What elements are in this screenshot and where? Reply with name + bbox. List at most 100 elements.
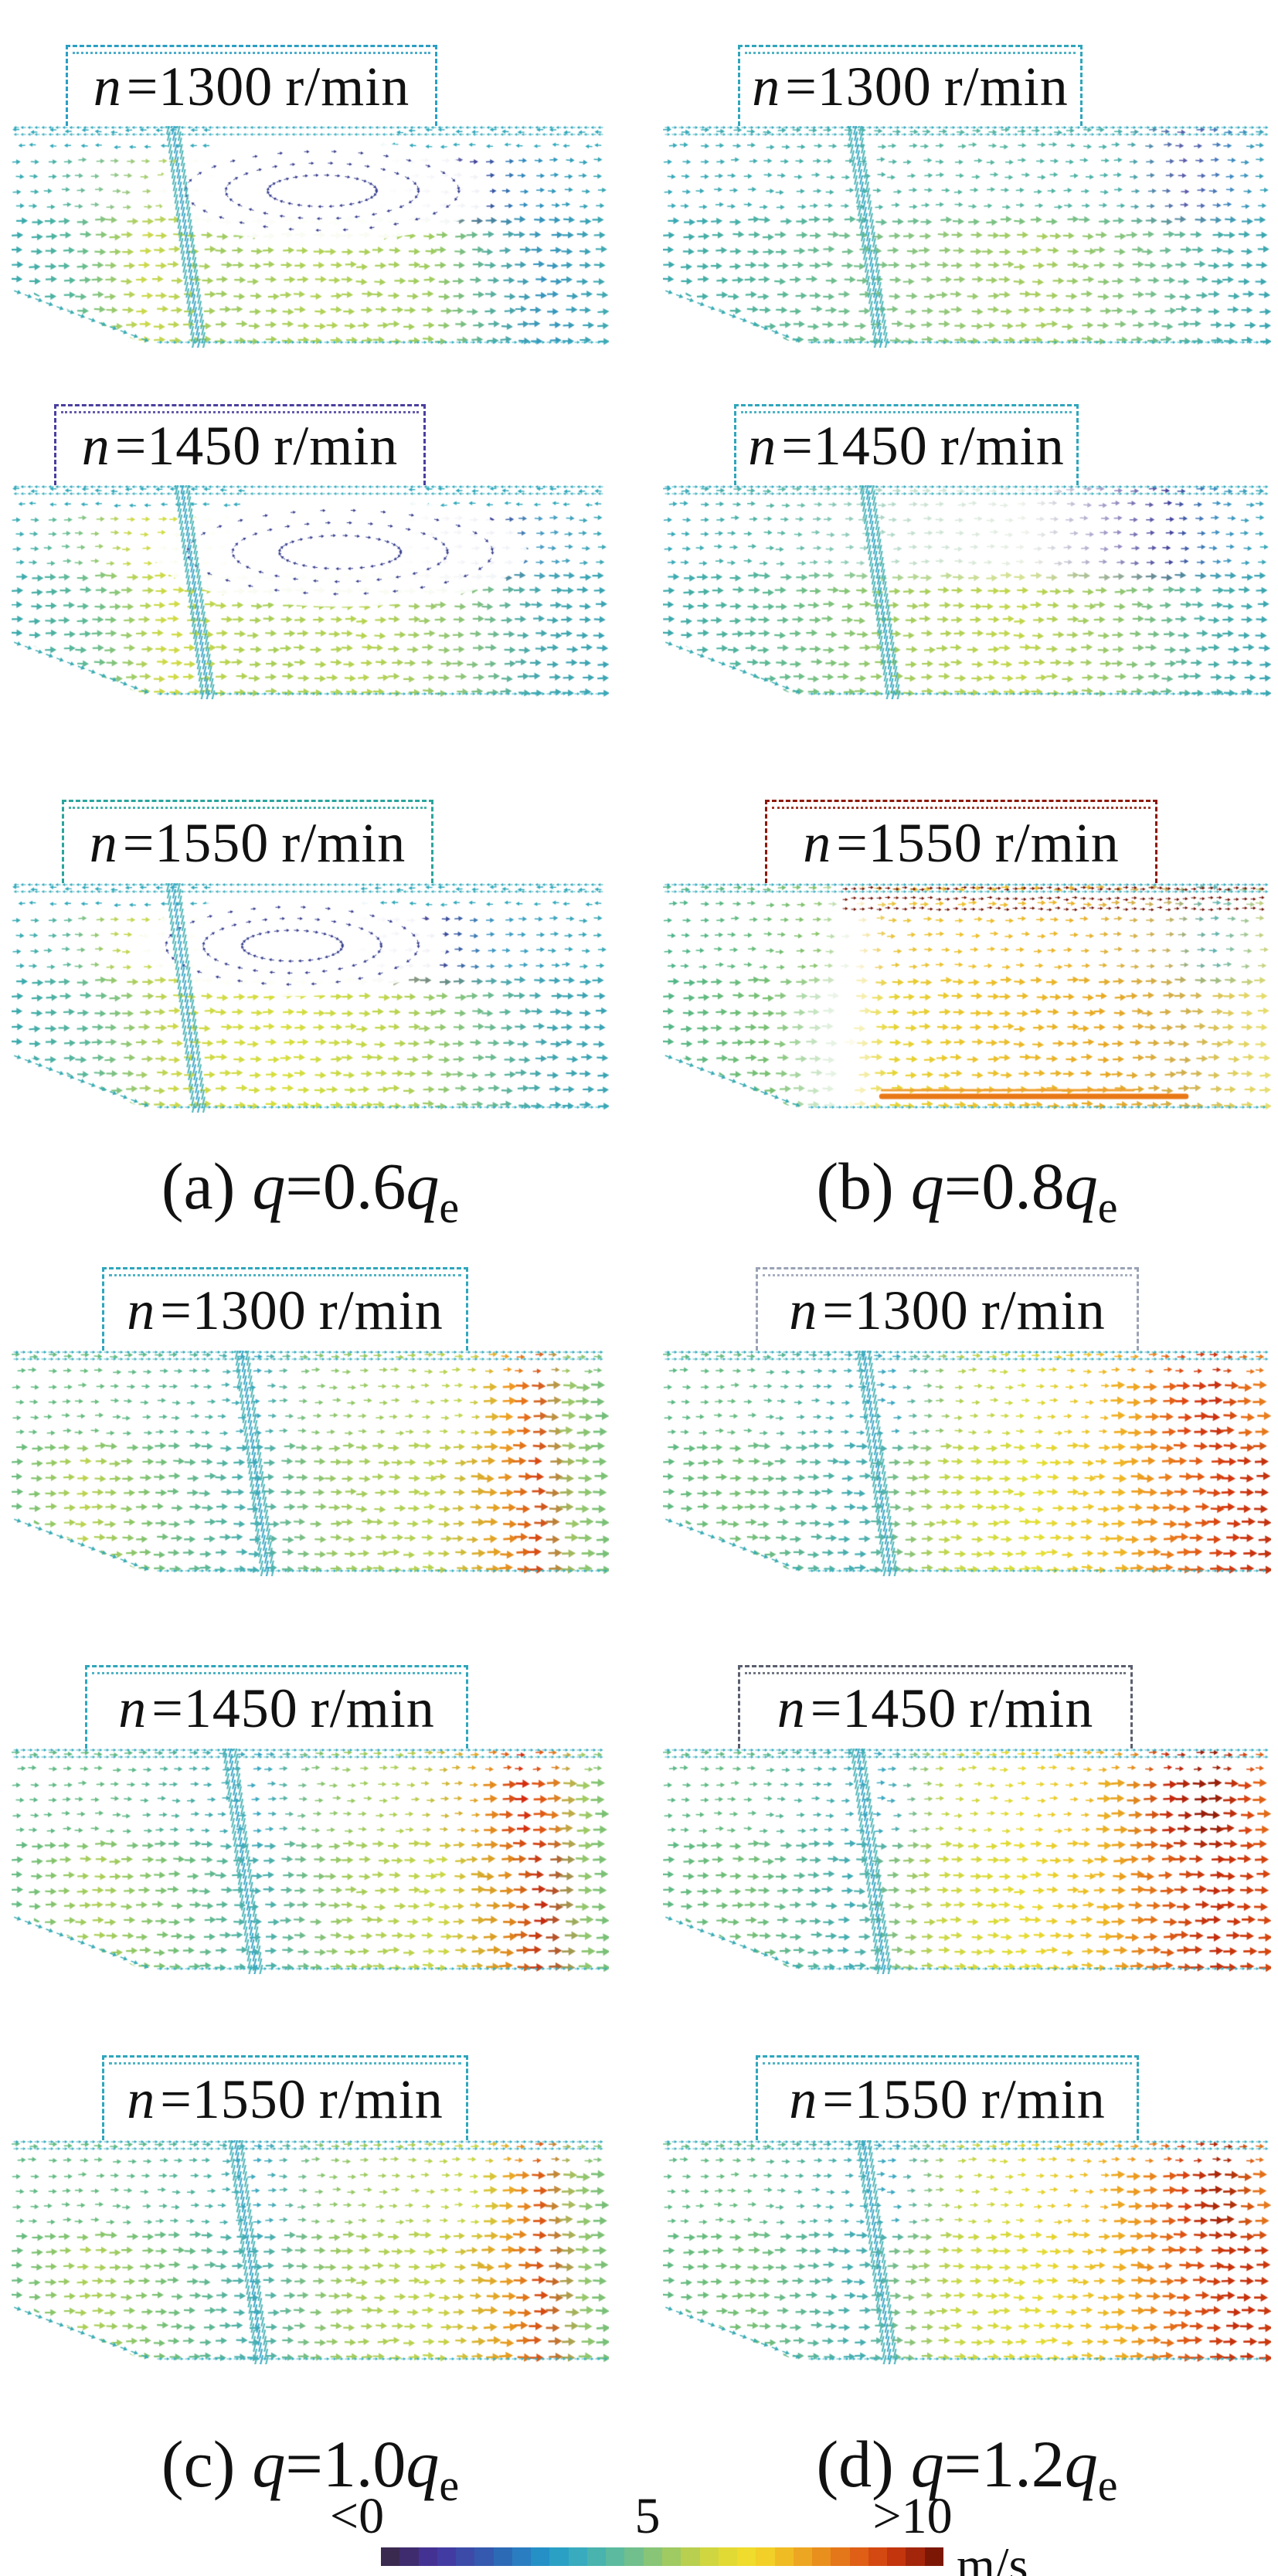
flow-variable: q: [910, 2427, 944, 2501]
colorbar-tick-0: <0: [329, 2488, 385, 2544]
vector-field-canvas: [663, 124, 1271, 348]
speed-unit: r/min: [981, 1279, 1106, 1341]
colorbar-segment: [849, 2547, 868, 2566]
speed-variable: n: [752, 56, 781, 117]
flow-reference-variable: q: [406, 2427, 440, 2501]
equals-sign: =: [943, 1149, 982, 1223]
colorbar-segment: [831, 2547, 850, 2566]
colorbar-segment: [493, 2547, 512, 2566]
colorbar-tick-2: >10: [872, 2488, 953, 2544]
equals-sign: =: [822, 1279, 855, 1341]
speed-label: n=1300 r/min: [93, 59, 410, 114]
equals-sign: =: [822, 2068, 855, 2130]
vector-field-canvas: [12, 1746, 609, 1974]
equals-sign: =: [943, 2427, 982, 2501]
colorbar-segment: [661, 2547, 681, 2566]
equals-sign: =: [810, 1677, 843, 1739]
vector-field-canvas: [12, 1348, 609, 1576]
speed-label-box: n=1450 r/min: [734, 404, 1079, 485]
colorbar-segment: [437, 2547, 457, 2566]
flow-duct-panel: [12, 881, 609, 1113]
flow-value: 0.8: [981, 1149, 1065, 1223]
colorbar-segment: [793, 2547, 813, 2566]
equals-sign: =: [160, 1279, 192, 1341]
speed-label-box: n=1300 r/min: [102, 1267, 468, 1351]
colorbar-segment: [531, 2547, 550, 2566]
colorbar-segment: [681, 2547, 700, 2566]
speed-value: 1450: [842, 1677, 957, 1739]
caption-a: (a) q=0.6qe: [12, 1153, 609, 1230]
flow-variable: q: [252, 2427, 286, 2501]
colorbar-segment: [624, 2547, 644, 2566]
equals-sign: =: [836, 811, 868, 874]
flow-reference-variable: q: [1064, 2427, 1098, 2501]
speed-label-box: n=1300 r/min: [756, 1267, 1139, 1351]
speed-unit: r/min: [274, 415, 399, 477]
colorbar-segment: [756, 2547, 775, 2566]
speed-label-box: n=1450 r/min: [85, 1665, 468, 1748]
vector-field-canvas: [663, 1746, 1271, 1974]
speed-variable: n: [789, 2068, 818, 2130]
speed-variable: n: [789, 1279, 818, 1341]
speed-unit: r/min: [969, 1677, 1094, 1739]
speed-variable: n: [777, 1677, 806, 1739]
caption-c: (c) q=1.0qe: [12, 2431, 609, 2508]
speed-unit: r/min: [318, 2068, 444, 2130]
speed-variable: n: [803, 811, 832, 874]
vector-field-canvas: [12, 881, 609, 1113]
speed-value: 1550: [868, 811, 983, 874]
speed-value: 1300: [817, 56, 932, 117]
colorbar-segment: [643, 2547, 662, 2566]
speed-label: n=1300 r/min: [127, 1283, 444, 1338]
vector-field-canvas: [663, 1348, 1271, 1576]
equals-sign: =: [785, 56, 817, 117]
colorbar-segment: [699, 2547, 719, 2566]
flow-duct-panel: [12, 1348, 609, 1576]
vector-field-canvas: [663, 881, 1271, 1113]
velocity-colorbar: [381, 2547, 943, 2566]
flow-duct-panel: [663, 124, 1271, 348]
caption-b: (b) q=0.8qe: [663, 1153, 1271, 1230]
speed-value: 1550: [155, 811, 270, 874]
colorbar-unit: m/s: [957, 2537, 1028, 2576]
speed-variable: n: [81, 415, 110, 477]
caption-index: (b): [816, 1149, 894, 1223]
flow-duct-panel: [12, 1746, 609, 1974]
speed-value: 1450: [147, 415, 262, 477]
speed-unit: r/min: [318, 1279, 444, 1341]
speed-value: 1300: [158, 56, 274, 117]
speed-label: n=1550 r/min: [127, 2071, 444, 2127]
speed-unit: r/min: [943, 56, 1069, 117]
speed-label-box: n=1550 r/min: [102, 2055, 468, 2140]
flow-variable: q: [252, 1149, 286, 1223]
flow-value: 0.6: [322, 1149, 406, 1223]
equals-sign: =: [114, 415, 148, 477]
flow-subscript: e: [1097, 2460, 1118, 2510]
flow-variable: q: [910, 1149, 944, 1223]
equals-sign: =: [160, 2068, 192, 2130]
equals-sign: =: [285, 2427, 323, 2501]
speed-label: n=1550 r/min: [90, 815, 406, 871]
speed-unit: r/min: [285, 56, 410, 117]
flow-reference-variable: q: [406, 1149, 440, 1223]
speed-value: 1550: [854, 2068, 969, 2130]
colorbar-segment: [606, 2547, 625, 2566]
colorbar-segment: [568, 2547, 587, 2566]
flow-subscript: e: [439, 1182, 460, 1232]
colorbar-segment: [586, 2547, 607, 2566]
colorbar-segment: [924, 2547, 943, 2566]
equals-sign: =: [781, 415, 814, 477]
colorbar-segment: [887, 2547, 906, 2566]
speed-label: n=1300 r/min: [752, 59, 1069, 114]
flow-duct-panel: [12, 2138, 609, 2364]
speed-variable: n: [93, 56, 122, 117]
flow-duct-panel: [663, 2138, 1271, 2364]
vector-field-canvas: [12, 2138, 609, 2364]
speed-variable: n: [748, 415, 777, 477]
colorbar-tick-1: 5: [634, 2488, 661, 2544]
caption-d: (d) q=1.2qe: [663, 2431, 1271, 2508]
speed-unit: r/min: [940, 415, 1065, 477]
speed-label-box: n=1450 r/min: [54, 404, 426, 485]
equals-sign: =: [285, 1149, 323, 1223]
flow-value: 1.0: [322, 2427, 406, 2501]
